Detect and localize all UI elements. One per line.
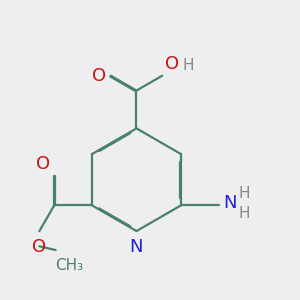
Text: H: H <box>238 186 250 201</box>
Text: O: O <box>32 238 46 256</box>
Text: N: N <box>130 238 143 256</box>
Text: O: O <box>92 67 106 85</box>
Text: H: H <box>238 206 250 221</box>
Text: O: O <box>166 55 180 73</box>
Text: CH₃: CH₃ <box>56 258 84 273</box>
Text: O: O <box>36 155 50 173</box>
Text: N: N <box>223 194 237 212</box>
Text: H: H <box>183 58 194 73</box>
